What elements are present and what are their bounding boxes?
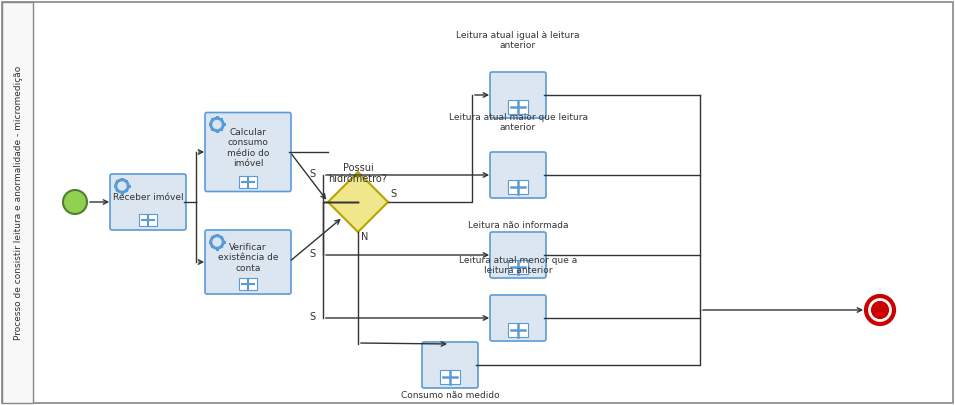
Text: S: S — [308, 169, 315, 179]
Text: Calcular
consumo
médio do
imóvel: Calcular consumo médio do imóvel — [227, 128, 269, 168]
FancyBboxPatch shape — [208, 123, 211, 126]
FancyBboxPatch shape — [205, 113, 291, 192]
Text: S: S — [308, 312, 315, 322]
Circle shape — [213, 238, 221, 246]
FancyBboxPatch shape — [422, 342, 478, 388]
Circle shape — [872, 302, 888, 318]
Circle shape — [213, 121, 221, 128]
Text: Leitura atual maior que leitura
anterior: Leitura atual maior que leitura anterior — [449, 113, 587, 132]
FancyBboxPatch shape — [221, 245, 223, 248]
FancyBboxPatch shape — [221, 118, 223, 121]
FancyBboxPatch shape — [508, 260, 528, 274]
Circle shape — [118, 182, 126, 190]
Text: hidrômetro?: hidrômetro? — [329, 174, 388, 184]
FancyBboxPatch shape — [221, 128, 223, 131]
Text: Receber imóvel: Receber imóvel — [113, 194, 183, 202]
FancyBboxPatch shape — [440, 370, 460, 384]
Circle shape — [866, 296, 894, 324]
FancyBboxPatch shape — [120, 192, 123, 194]
Circle shape — [210, 235, 224, 249]
FancyBboxPatch shape — [210, 128, 214, 131]
FancyBboxPatch shape — [490, 232, 546, 278]
Text: Processo de consistir leitura e anormalidade - micromedição: Processo de consistir leitura e anormali… — [13, 66, 23, 340]
Text: Verificar
existência de
conta: Verificar existência de conta — [218, 243, 278, 273]
FancyBboxPatch shape — [210, 118, 214, 121]
FancyBboxPatch shape — [216, 247, 219, 251]
Text: Leitura não informada: Leitura não informada — [468, 221, 568, 230]
Circle shape — [210, 117, 224, 132]
Circle shape — [63, 190, 87, 214]
FancyBboxPatch shape — [216, 130, 219, 133]
FancyBboxPatch shape — [508, 323, 528, 337]
FancyBboxPatch shape — [114, 185, 117, 188]
Text: Leitura atual menor que a
leitura anterior: Leitura atual menor que a leitura anteri… — [458, 256, 577, 275]
FancyBboxPatch shape — [490, 152, 546, 198]
FancyBboxPatch shape — [210, 245, 214, 248]
FancyBboxPatch shape — [223, 123, 225, 126]
FancyBboxPatch shape — [490, 72, 546, 118]
FancyBboxPatch shape — [208, 241, 211, 243]
FancyBboxPatch shape — [239, 278, 257, 290]
FancyBboxPatch shape — [216, 234, 219, 237]
FancyBboxPatch shape — [210, 236, 214, 239]
FancyBboxPatch shape — [110, 174, 186, 230]
FancyBboxPatch shape — [125, 179, 129, 183]
FancyBboxPatch shape — [216, 116, 219, 119]
Text: Possui: Possui — [343, 163, 373, 173]
FancyBboxPatch shape — [490, 295, 546, 341]
Text: S: S — [308, 249, 315, 259]
Polygon shape — [328, 172, 388, 232]
FancyBboxPatch shape — [221, 236, 223, 239]
Text: Leitura atual igual à leitura
anterior: Leitura atual igual à leitura anterior — [456, 31, 580, 50]
FancyBboxPatch shape — [223, 241, 225, 243]
FancyBboxPatch shape — [508, 100, 528, 114]
FancyBboxPatch shape — [205, 230, 291, 294]
FancyBboxPatch shape — [508, 180, 528, 194]
FancyBboxPatch shape — [120, 177, 123, 181]
FancyBboxPatch shape — [139, 214, 157, 226]
Bar — [2, 2, 33, 403]
FancyBboxPatch shape — [116, 179, 118, 183]
Text: Consumo não medido: Consumo não medido — [401, 391, 499, 400]
Circle shape — [115, 179, 129, 193]
FancyBboxPatch shape — [125, 190, 129, 192]
Text: S: S — [390, 189, 396, 199]
FancyBboxPatch shape — [239, 175, 257, 188]
FancyBboxPatch shape — [116, 190, 118, 192]
FancyBboxPatch shape — [128, 185, 131, 188]
Text: N: N — [361, 232, 369, 242]
